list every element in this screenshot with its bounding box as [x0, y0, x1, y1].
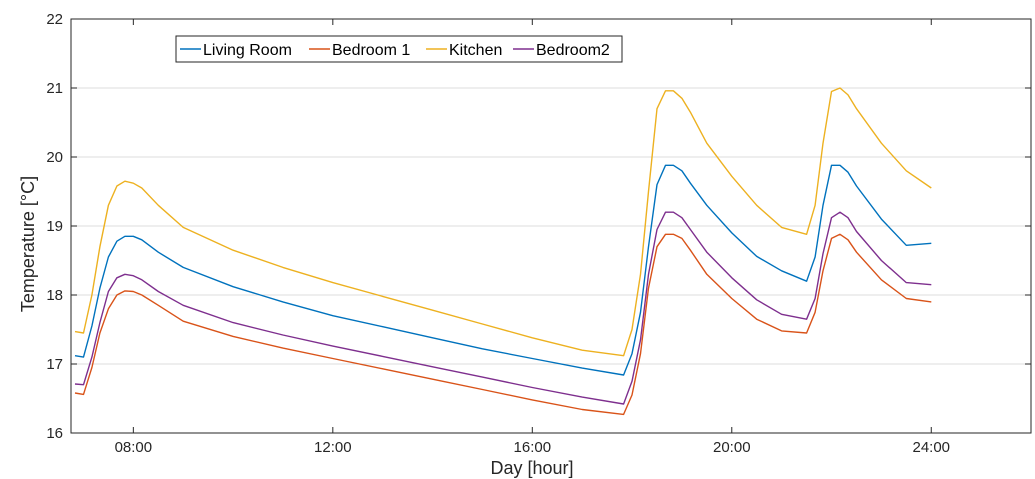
legend-item-living-room: Living Room	[180, 42, 292, 59]
series-line-living-room	[74, 164, 932, 376]
y-tick-label: 20	[46, 149, 63, 166]
series-line-kitchen	[74, 87, 932, 357]
legend-box	[175, 35, 623, 63]
legend-label-kitchen: Kitchen	[449, 42, 502, 59]
y-tick-label: 16	[46, 425, 63, 442]
x-axis-label: Day [hour]	[490, 458, 573, 478]
y-tick-label: 22	[46, 11, 63, 28]
legend-label-bedroom-1: Bedroom 1	[332, 42, 410, 59]
legend-label-living-room: Living Room	[203, 42, 292, 59]
legend: Living Room Bedroom 1 Kitchen Bedroom2	[175, 35, 623, 63]
y-tick-label: 19	[46, 218, 63, 235]
x-tick-label: 08:00	[115, 439, 153, 456]
legend-label-bedroom2: Bedroom2	[536, 42, 610, 59]
legend-item-bedroom-1: Bedroom 1	[309, 42, 410, 59]
axis-ticks: 16 17 18 19 20 21 22 08:00 12:00 16:00 20:00 24:00	[46, 11, 1031, 456]
series-lines	[74, 87, 932, 416]
y-tick-label: 17	[46, 356, 63, 373]
x-tick-label: 24:00	[912, 439, 950, 456]
x-tick-label: 16:00	[514, 439, 552, 456]
y-axis-label: Temperature [°C]	[18, 176, 38, 312]
series-line-bedroom-1	[74, 233, 932, 416]
x-tick-label: 12:00	[314, 439, 352, 456]
y-tick-label: 18	[46, 287, 63, 304]
gridlines	[71, 87, 1031, 365]
x-tick-label: 20:00	[713, 439, 751, 456]
legend-item-kitchen: Kitchen	[426, 42, 502, 59]
legend-item-bedroom2: Bedroom2	[513, 42, 610, 59]
y-tick-label: 21	[46, 80, 63, 97]
series-line-bedroom2	[74, 211, 932, 405]
